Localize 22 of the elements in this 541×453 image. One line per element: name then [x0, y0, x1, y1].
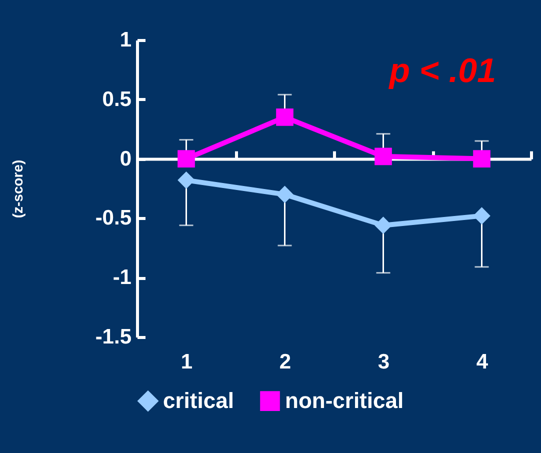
y-tick-label: 1 — [120, 28, 132, 52]
annotation: p < .01 — [388, 52, 496, 90]
y-tick-label: -0.5 — [95, 206, 132, 230]
y-axis-title: (z-score) — [9, 160, 26, 218]
y-tick-label: 0.5 — [102, 88, 132, 111]
x-tick-label: 4 — [476, 350, 488, 374]
point — [276, 108, 294, 126]
y-tick-label: -1 — [112, 266, 132, 290]
point — [473, 150, 490, 168]
x-tick-label: 2 — [279, 350, 292, 374]
y-tick-label: -1.5 — [95, 326, 132, 348]
point — [178, 172, 195, 189]
point — [178, 150, 195, 168]
point — [473, 207, 490, 224]
legend-label: non-critical — [285, 388, 404, 414]
x-tick-label: 3 — [378, 350, 390, 374]
point — [276, 186, 294, 204]
point — [374, 148, 392, 166]
legend-label: critical — [163, 388, 234, 414]
y-tick-label: 0 — [120, 147, 132, 170]
x-tick-label: 1 — [180, 350, 193, 374]
point — [374, 216, 392, 234]
